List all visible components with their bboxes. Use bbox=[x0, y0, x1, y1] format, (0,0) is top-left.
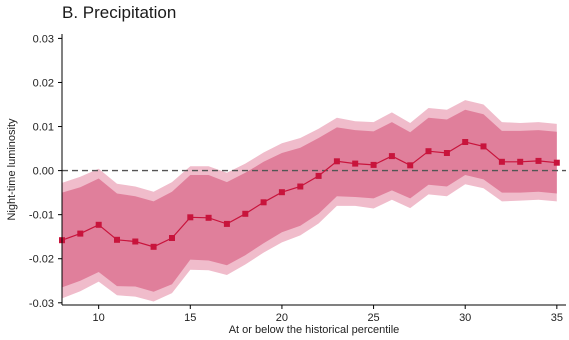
data-point-marker bbox=[260, 199, 267, 206]
data-point-marker bbox=[315, 172, 322, 179]
y-tick-label: 0.02 bbox=[33, 77, 54, 89]
data-point-marker bbox=[425, 148, 432, 155]
y-tick-label: 0.01 bbox=[33, 122, 54, 134]
y-tick-label: 0.03 bbox=[33, 33, 54, 45]
x-tick-label: 25 bbox=[367, 312, 379, 324]
data-point-marker bbox=[114, 236, 120, 243]
data-point-marker bbox=[95, 221, 102, 228]
chart-title: B. Precipitation bbox=[62, 3, 177, 22]
y-tick-label: -0.01 bbox=[29, 210, 54, 222]
y-tick-label: -0.02 bbox=[29, 254, 54, 266]
data-point-marker bbox=[553, 159, 560, 166]
data-point-marker bbox=[535, 157, 542, 164]
data-point-marker bbox=[187, 214, 194, 221]
data-point-marker bbox=[223, 220, 230, 227]
data-point-marker bbox=[480, 143, 487, 150]
data-point-marker bbox=[388, 153, 395, 160]
x-tick-label: 35 bbox=[551, 312, 563, 324]
data-point-marker bbox=[297, 183, 304, 190]
data-point-marker bbox=[205, 214, 212, 221]
data-point-marker bbox=[278, 189, 285, 196]
data-point-marker bbox=[443, 150, 450, 156]
x-tick-label: 15 bbox=[184, 312, 196, 324]
data-point-marker bbox=[77, 230, 84, 237]
x-tick-label: 30 bbox=[459, 312, 471, 324]
y-tick-label: -0.03 bbox=[29, 298, 54, 310]
data-point-marker bbox=[462, 139, 469, 145]
x-axis-title: At or below the historical percentile bbox=[229, 324, 400, 336]
data-point-marker bbox=[370, 161, 377, 168]
data-point-marker bbox=[407, 162, 414, 169]
data-point-marker bbox=[333, 158, 340, 165]
data-point-marker bbox=[352, 160, 359, 167]
data-point-marker bbox=[242, 210, 249, 217]
data-point-marker bbox=[150, 243, 157, 250]
x-tick-label: 10 bbox=[93, 312, 105, 324]
x-tick-label: 20 bbox=[276, 312, 288, 324]
data-point-marker bbox=[169, 235, 175, 241]
data-point-marker bbox=[517, 158, 524, 165]
series-line bbox=[61, 141, 557, 248]
ci-inner-band bbox=[62, 109, 557, 292]
data-point-marker bbox=[498, 158, 505, 165]
data-point-marker bbox=[132, 238, 139, 245]
y-tick-label: 0.00 bbox=[33, 166, 54, 178]
y-axis-title: Night-time luminosity bbox=[6, 118, 18, 221]
